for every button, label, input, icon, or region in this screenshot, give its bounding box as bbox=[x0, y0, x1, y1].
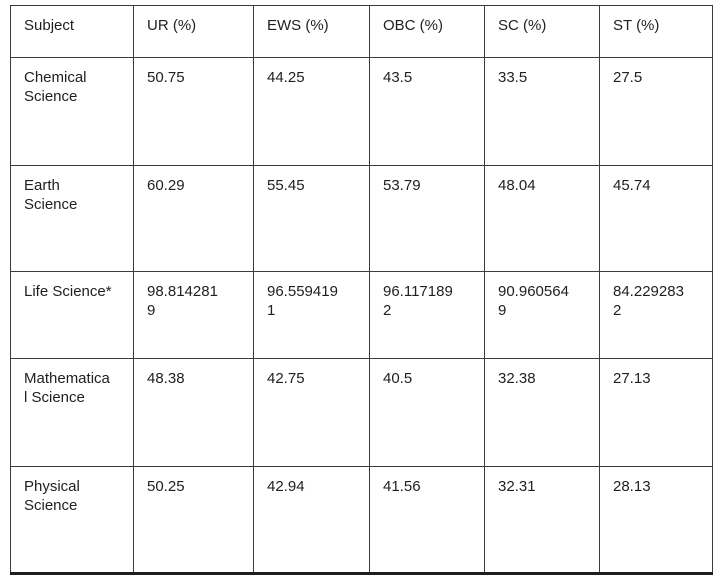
table-row: Chemical Science 50.75 44.25 43.5 33.5 2… bbox=[10, 57, 713, 166]
table-cell: 40.5 bbox=[369, 358, 485, 467]
table-cell: 32.38 bbox=[484, 358, 600, 467]
row-header-cell: Mathematica l Science bbox=[10, 358, 134, 467]
table-cell: 27.13 bbox=[599, 358, 713, 467]
table-cell: 60.29 bbox=[133, 165, 254, 272]
table-cell: 55.45 bbox=[253, 165, 370, 272]
header-row: Subject UR (%) EWS (%) OBC (%) SC (%) ST… bbox=[10, 5, 713, 58]
table-cell: 33.5 bbox=[484, 57, 600, 166]
column-header-ur: UR (%) bbox=[133, 5, 254, 58]
table-row: Earth Science 60.29 55.45 53.79 48.04 45… bbox=[10, 165, 713, 272]
column-header-obc: OBC (%) bbox=[369, 5, 485, 58]
table-cell: 43.5 bbox=[369, 57, 485, 166]
column-header-subject: Subject bbox=[10, 5, 134, 58]
table-cell: 41.56 bbox=[369, 466, 485, 574]
row-header-cell: Earth Science bbox=[10, 165, 134, 272]
column-header-ews: EWS (%) bbox=[253, 5, 370, 58]
table-cell: 98.814281 9 bbox=[133, 271, 254, 359]
row-header-cell: Physical Science bbox=[10, 466, 134, 574]
column-header-sc: SC (%) bbox=[484, 5, 600, 58]
table-row: Life Science* 98.814281 9 96.559419 1 96… bbox=[10, 271, 713, 359]
table-cell: 53.79 bbox=[369, 165, 485, 272]
table-cell: 27.5 bbox=[599, 57, 713, 166]
table-row: Physical Science 50.25 42.94 41.56 32.31… bbox=[10, 466, 713, 574]
table-row: Mathematica l Science 48.38 42.75 40.5 3… bbox=[10, 358, 713, 467]
table-cell: 42.75 bbox=[253, 358, 370, 467]
table-cell: 45.74 bbox=[599, 165, 713, 272]
cutoff-percentage-table: Subject UR (%) EWS (%) OBC (%) SC (%) ST… bbox=[10, 5, 713, 575]
table-cell: 90.960564 9 bbox=[484, 271, 600, 359]
row-header-cell: Chemical Science bbox=[10, 57, 134, 166]
table-cell: 84.229283 2 bbox=[599, 271, 713, 359]
table-cell: 44.25 bbox=[253, 57, 370, 166]
table-cell: 96.559419 1 bbox=[253, 271, 370, 359]
table-cell: 42.94 bbox=[253, 466, 370, 574]
table-cell: 50.25 bbox=[133, 466, 254, 574]
row-header-cell: Life Science* bbox=[10, 271, 134, 359]
table-cell: 48.04 bbox=[484, 165, 600, 272]
table-cell: 48.38 bbox=[133, 358, 254, 467]
table-cell: 96.117189 2 bbox=[369, 271, 485, 359]
table-cell: 28.13 bbox=[599, 466, 713, 574]
table-cell: 32.31 bbox=[484, 466, 600, 574]
column-header-st: ST (%) bbox=[599, 5, 713, 58]
table-cell: 50.75 bbox=[133, 57, 254, 166]
